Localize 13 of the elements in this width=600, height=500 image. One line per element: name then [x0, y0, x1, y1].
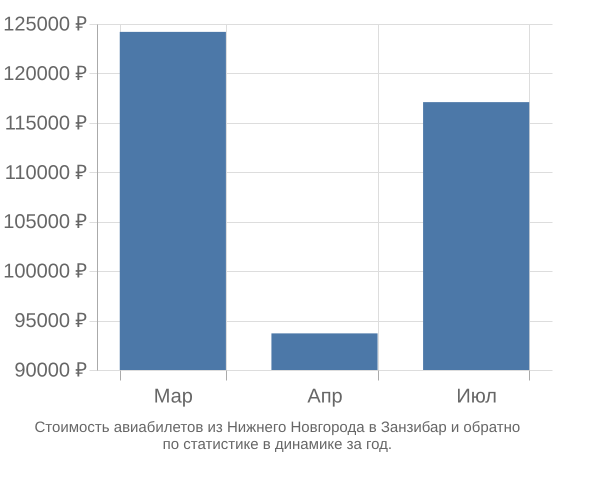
y-tick-label: 90000 ₽: [14, 360, 88, 382]
y-tick-label: 115000 ₽: [4, 112, 88, 134]
x-tick-label: Апр: [307, 386, 343, 408]
y-tick-label: 120000 ₽: [3, 62, 88, 85]
y-tick-label: 125000 ₽: [3, 14, 88, 36]
text: Стоимость авиабилетов из Нижнего Новгорода в Занзибар и обратно: [34, 419, 520, 436]
x-tick-label: Июл: [456, 386, 497, 408]
text: по статистике в динамике за год.: [162, 436, 392, 453]
y-tick-label: 95000 ₽: [14, 310, 88, 332]
y-tick-label: 105000 ₽: [3, 211, 88, 234]
x-tick-label: Мар: [154, 386, 193, 408]
y-tick-label: 100000 ₽: [3, 260, 88, 283]
y-tick-label: 110000 ₽: [4, 162, 88, 184]
